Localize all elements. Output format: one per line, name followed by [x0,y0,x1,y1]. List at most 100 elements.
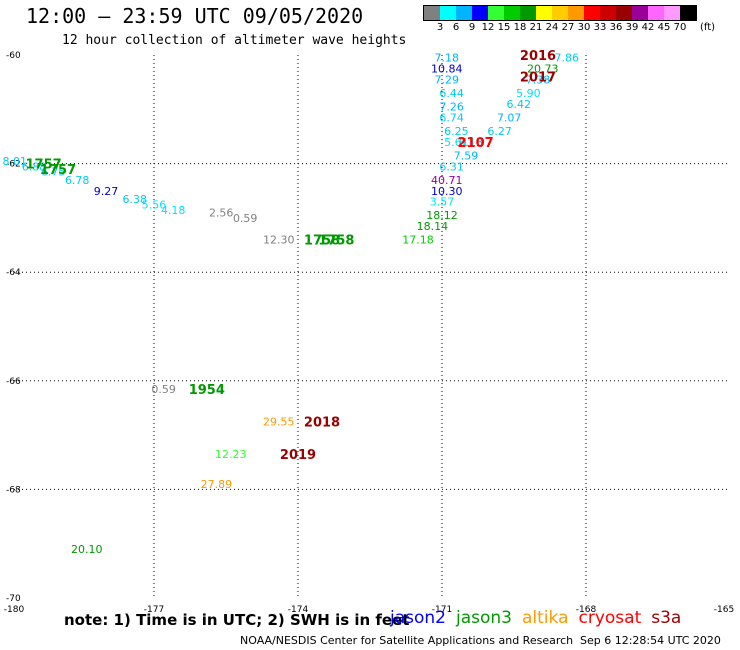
legend-tick-label: 9 [468,22,476,33]
mission-jason3-label: jason3 [456,608,512,628]
pass-time-label: 2019 [280,448,316,463]
map-grid [10,55,730,598]
wave-height-value: 10.30 [431,185,463,198]
wave-height-value: 7.59 [454,149,479,162]
legend-swatch [536,6,552,20]
wave-height-value: 20.73 [527,63,559,76]
legend-tick-label: 70 [673,22,687,33]
wave-height-value: 6.75 [41,166,66,179]
pass-time-label: 1757 [26,158,62,173]
wave-height-value: 0.59 [233,212,258,225]
legend-swatch [616,6,632,20]
legend-tick-label: 24 [545,22,559,33]
wave-height-value: 6.44 [439,87,464,100]
pass-time-label: 2018 [304,416,340,431]
latitude-tick-label: -66 [6,377,21,387]
wave-height-value: 27.89 [201,478,233,491]
wave-height-value: 7.26 [439,101,464,114]
wave-height-value: 7.18 [435,52,460,65]
wave-height-value: 29.55 [263,416,295,429]
legend-tick-label: 12 [481,22,495,33]
legend-swatch [472,6,488,20]
wave-height-value: 12.23 [215,448,247,461]
wave-height-value: 7.07 [497,111,522,124]
wave-height-value: 5.90 [516,87,541,100]
longitude-tick-label: -174 [288,605,309,615]
wave-height-value: 7.38 [526,73,551,86]
wave-height-value: 6.38 [123,193,148,206]
color-scale-legend [423,5,697,21]
mission-jason2-label: jason2 [390,608,446,628]
legend-swatch [664,6,680,20]
longitude-tick-label: -171 [432,605,452,615]
legend-swatch [456,6,472,20]
legend-tick-label: 21 [529,22,543,33]
wave-height-value: 8.01 [3,155,28,168]
page-subtitle: 12 hour collection of altimeter wave hei… [62,33,407,48]
pass-time-label: 1758 [304,234,340,249]
wave-height-value: 6.27 [487,125,512,138]
legend-swatch [648,6,664,20]
wave-height-value: 20.10 [71,543,103,556]
pass-time-label: 2107 [458,136,494,151]
wave-height-value: 40.71 [431,174,463,187]
wave-height-value: 2.56 [209,206,234,219]
legend-swatch [424,6,440,20]
wave-height-value: 6.78 [65,174,90,187]
longitude-tick-label: -168 [576,605,597,615]
wave-height-value: 6.25 [444,125,469,138]
wave-height-value: 6.31 [439,160,464,173]
legend-swatch [488,6,504,20]
legend-swatch [520,6,536,20]
wave-height-value: 6.88 [22,160,47,173]
mission-key: jason2 jason3 altika cryosat s3a [390,608,691,628]
latitude-tick-label: -70 [6,594,21,604]
latitude-tick-label: -60 [6,51,21,61]
pass-time-label: 2016 [520,49,556,64]
pass-time-label: 1758 [318,234,354,249]
wave-height-value: 10.84 [431,63,463,76]
latitude-tick-label: -64 [6,268,21,278]
legend-swatch [552,6,568,20]
legend-tick-label: 39 [625,22,639,33]
legend-swatch [680,6,696,20]
legend-tick-label: 18 [513,22,527,33]
wave-height-value: 18.12 [426,209,458,222]
legend-tick-label: 33 [593,22,607,33]
pass-time-label: 1757 [40,163,76,178]
legend-swatch [632,6,648,20]
legend-tick-label: 42 [641,22,655,33]
legend-tick-label: 30 [577,22,591,33]
wave-height-value: 0.59 [151,383,176,396]
footnote: note: 1) Time is in UTC; 2) SWH is in fe… [64,611,410,629]
wave-height-value: 5.61 [444,136,469,149]
legend-tick-label: 6 [452,22,460,33]
wave-height-value: 4.18 [161,204,186,217]
legend-swatch [600,6,616,20]
wave-height-value: 6.42 [507,98,532,111]
legend-tick-label: 36 [609,22,623,33]
longitude-tick-label: -180 [4,605,25,615]
mission-s3a-label: s3a [651,608,682,628]
wave-height-value: 12.30 [263,234,295,247]
legend-tick-label: 3 [436,22,444,33]
latitude-tick-label: -68 [6,485,21,495]
credit-line: NOAA/NESDIS Center for Satellite Applica… [240,634,574,647]
map-tick-labels: -180 -177 -174 -171 -168 -165 -60 -62 -64 -66 -68 -… [4,51,734,615]
wave-height-value: 9.27 [94,185,119,198]
wave-height-value: 6.13 [459,136,484,149]
color-scale-labels: 3 6 9 12 15 18 21 24 27 30 33 36 39 42 45 70 [423,22,740,36]
legend-swatch [504,6,520,20]
wave-height-value: 5.56 [142,198,167,211]
wave-height-value: 6.74 [439,111,464,124]
wave-height-value: 17.18 [402,234,434,247]
legend-swatch [568,6,584,20]
generation-timestamp: Sep 6 12:28:54 UTC 2020 [580,634,721,647]
legend-swatch [440,6,456,20]
wave-height-value: 18.14 [417,220,449,233]
wave-height-value: 7.29 [435,73,460,86]
mission-cryosat-label: cryosat [578,608,642,628]
